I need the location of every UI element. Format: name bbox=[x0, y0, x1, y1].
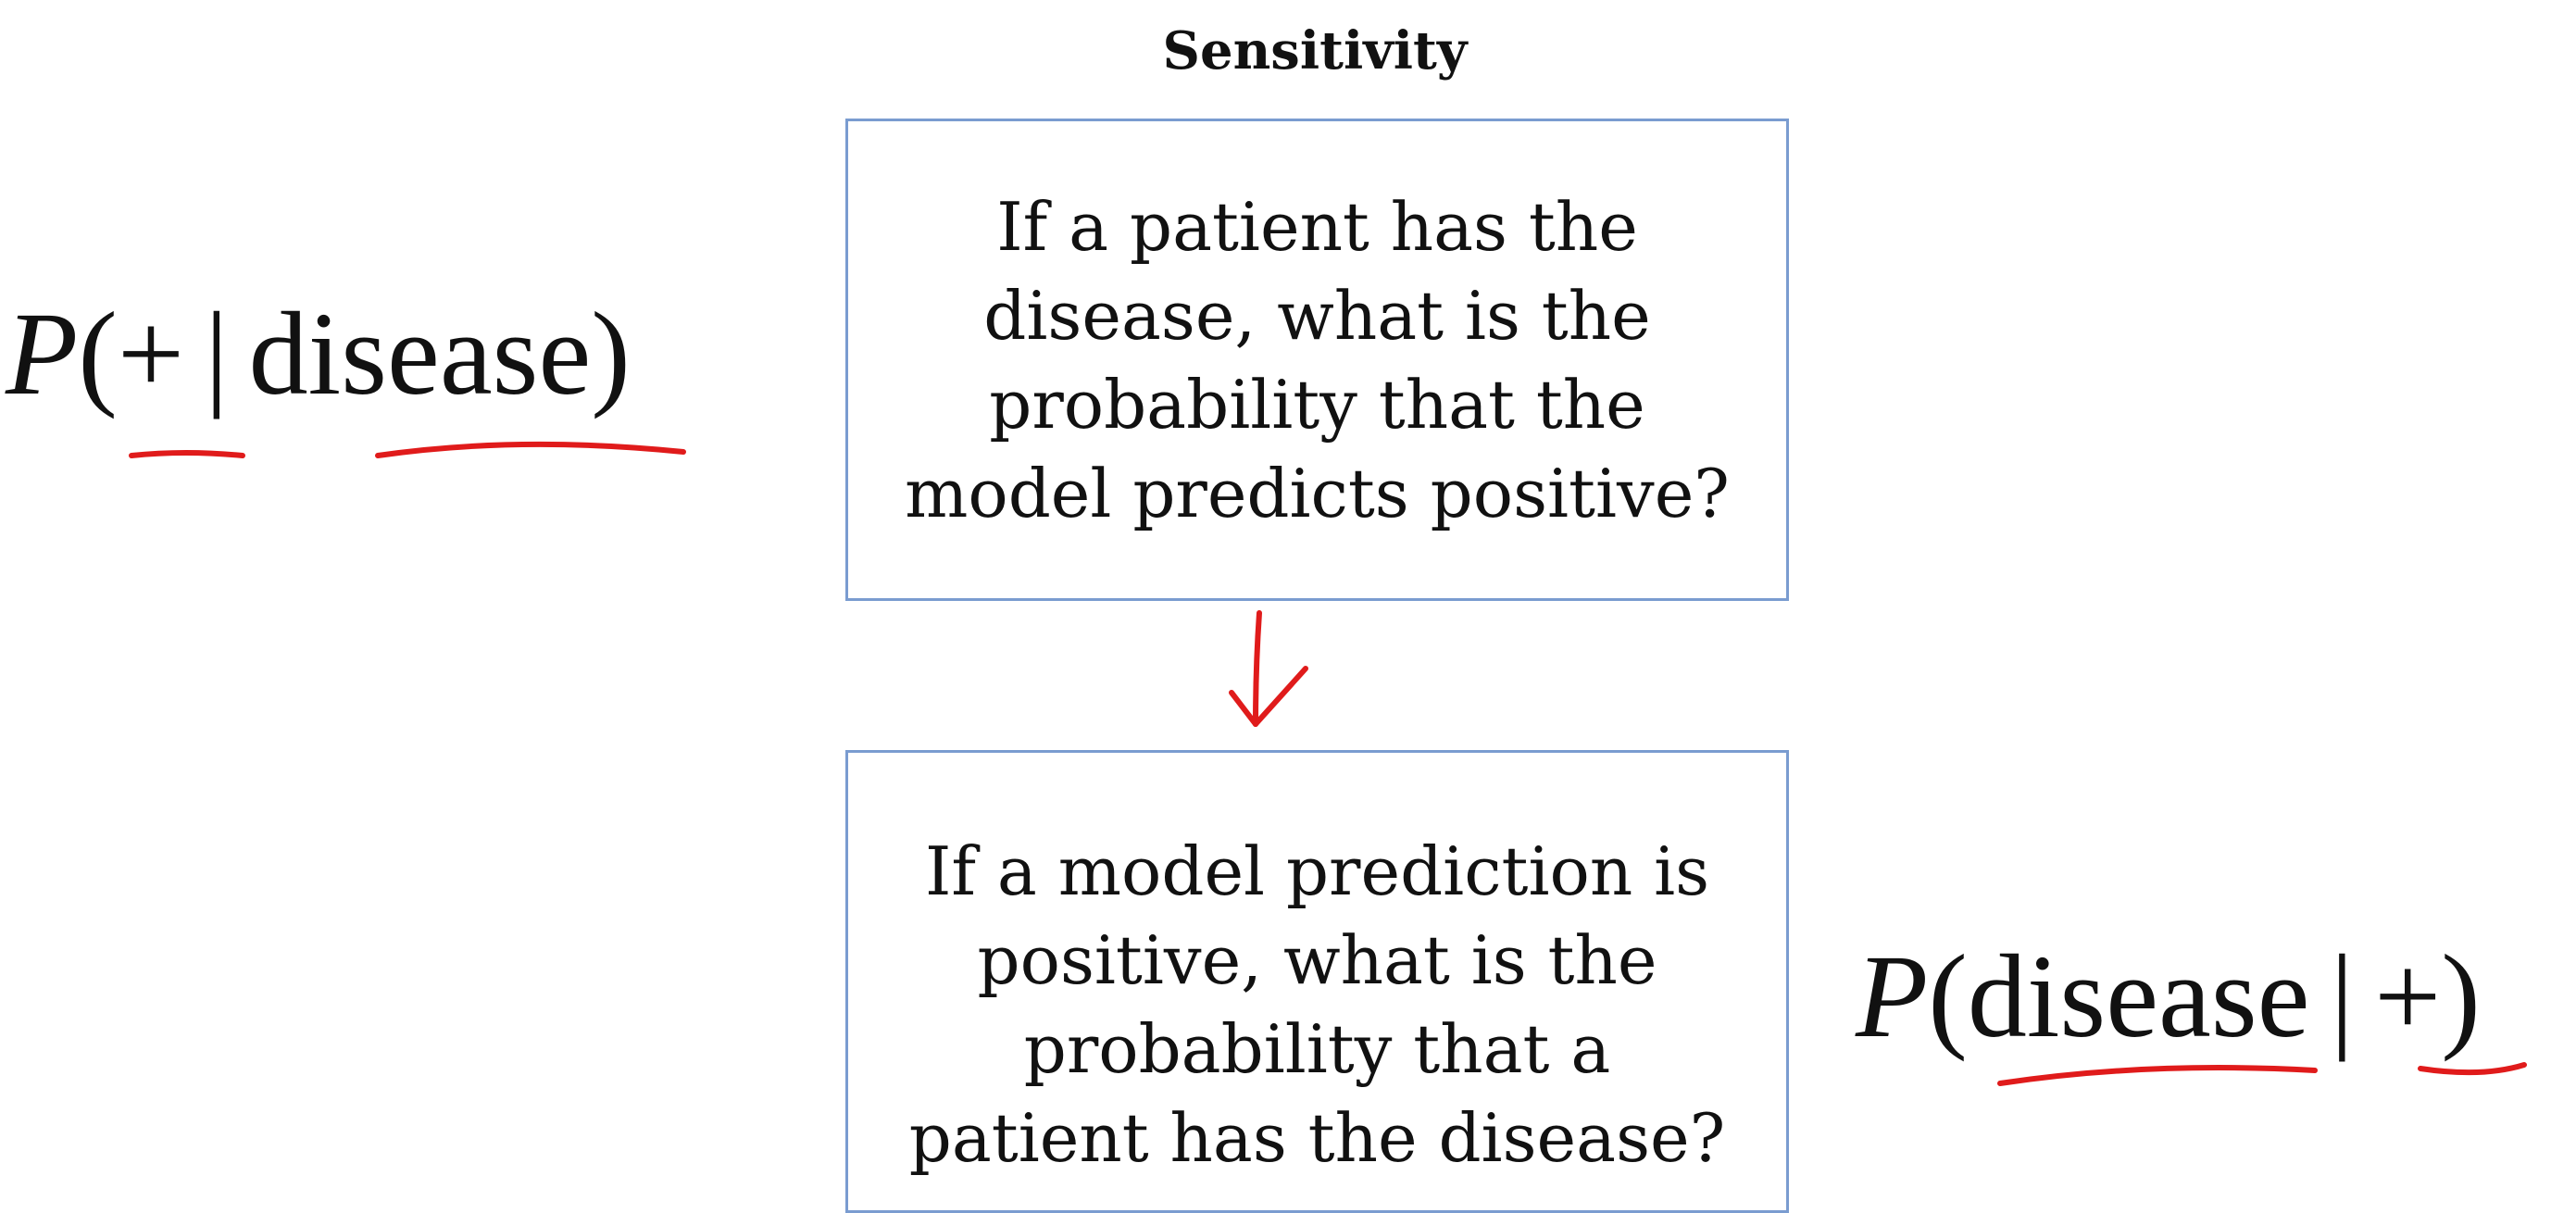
text-line: probability that the bbox=[989, 365, 1645, 444]
slide: Sensitivity If a patient has the disease… bbox=[6, 20, 2527, 1213]
arrow-head-right bbox=[1253, 666, 1308, 727]
underline-plus-bottom bbox=[2418, 1062, 2527, 1076]
text-line: disease, what is the bbox=[983, 276, 1651, 355]
underline-plus-top bbox=[129, 450, 245, 458]
ppv-definition-box: If a model prediction is positive, what … bbox=[845, 750, 1789, 1213]
formula-p: P bbox=[6, 288, 79, 419]
text-line: patient has the disease? bbox=[908, 1099, 1726, 1177]
text-line: probability that a bbox=[1023, 1010, 1611, 1088]
slide-title: Sensitivity bbox=[1162, 20, 1468, 81]
formula-condition-disease: disease bbox=[248, 288, 592, 419]
formula-close-paren: ) bbox=[2441, 931, 2481, 1062]
formula-condition-plus: + bbox=[2374, 931, 2442, 1062]
ppv-definition-text: If a model prediction is positive, what … bbox=[901, 827, 1734, 1182]
text-line: If a model prediction is bbox=[924, 832, 1710, 910]
formula-open-paren: ( bbox=[78, 288, 118, 419]
formula-condition-plus: + bbox=[117, 288, 184, 419]
underline-disease-bottom bbox=[1997, 1065, 2318, 1086]
arrow-head-left bbox=[1229, 690, 1258, 727]
text-line: If a patient has the bbox=[996, 187, 1638, 266]
formula-p: P bbox=[1856, 931, 1929, 1062]
formula-close-paren: ) bbox=[591, 288, 631, 419]
down-arrow-icon bbox=[1253, 610, 1262, 727]
sensitivity-definition-text: If a patient has the disease, what is th… bbox=[901, 182, 1734, 538]
text-line: positive, what is the bbox=[977, 921, 1657, 999]
formula-condition-disease: disease bbox=[1967, 931, 2310, 1062]
formula-open-paren: ( bbox=[1928, 931, 1968, 1062]
formula-positive-given-disease: P(+ | disease) bbox=[6, 294, 631, 413]
formula-disease-given-positive: P(disease | +) bbox=[1856, 937, 2481, 1056]
formula-given-bar: | bbox=[2330, 931, 2355, 1062]
text-line: model predicts positive? bbox=[905, 454, 1730, 532]
sensitivity-definition-box: If a patient has the disease, what is th… bbox=[845, 119, 1789, 601]
formula-given-bar: | bbox=[205, 288, 229, 419]
underline-disease-top bbox=[375, 441, 686, 458]
